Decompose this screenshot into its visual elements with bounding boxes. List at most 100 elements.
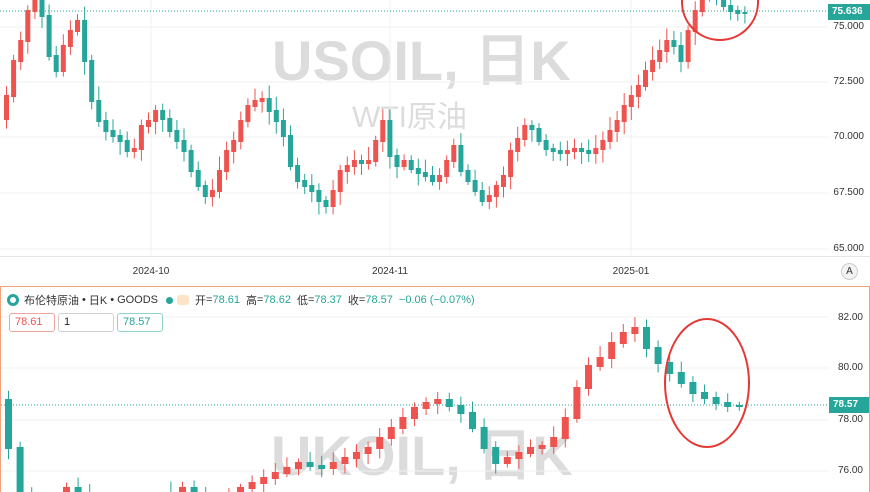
up-candle	[67, 30, 73, 47]
up-candle	[373, 140, 379, 162]
down-candle	[181, 140, 187, 152]
down-candle	[408, 160, 414, 170]
up-candle	[614, 120, 620, 132]
low-value: 78.37	[314, 294, 342, 306]
down-candle	[82, 20, 88, 62]
up-candle	[501, 175, 506, 187]
trade-panel[interactable]: 78.61 1 78.57	[9, 313, 163, 332]
up-candle	[585, 365, 592, 389]
down-candle	[457, 405, 465, 414]
up-candle	[515, 452, 523, 459]
up-candle	[621, 105, 627, 122]
usoil-candlestick-chart[interactable]	[0, 0, 870, 284]
up-candle	[32, 0, 38, 12]
up-candle	[699, 0, 705, 12]
up-candle	[664, 40, 670, 52]
up-candle	[608, 342, 616, 359]
up-candle	[411, 407, 418, 419]
down-candle	[472, 180, 478, 192]
time-tick: 2024-11	[372, 266, 408, 277]
down-candle	[273, 110, 279, 122]
down-candle	[735, 405, 743, 407]
last-price-tag: 78.57	[829, 397, 869, 413]
quantity-input[interactable]: 1	[58, 313, 114, 332]
down-candle	[529, 125, 535, 130]
up-candle	[179, 487, 186, 492]
time-tick: 2024-10	[132, 266, 170, 277]
down-candle	[280, 120, 286, 137]
down-candle	[124, 140, 130, 152]
down-candle	[422, 172, 428, 177]
up-candle	[561, 417, 569, 439]
down-candle	[724, 402, 732, 407]
symbol-legend[interactable]: 布伦特原油 • 日K • GOODS 开 = 78.61 高 = 78.62 低 = 78.…	[7, 291, 475, 309]
down-candle	[586, 150, 592, 154]
down-candle	[445, 399, 453, 407]
down-candle	[5, 399, 12, 449]
down-candle	[742, 12, 748, 14]
auto-scale-button[interactable]: A	[841, 263, 858, 280]
down-candle	[469, 412, 476, 429]
buy-button[interactable]: 78.57	[117, 313, 163, 332]
up-candle	[643, 70, 648, 87]
symbol-name[interactable]: 布伦特原油	[24, 295, 79, 307]
up-candle	[692, 10, 698, 32]
up-candle	[522, 125, 528, 140]
down-candle	[735, 10, 741, 14]
down-candle	[318, 465, 326, 469]
down-candle	[53, 55, 59, 72]
down-candle	[174, 130, 180, 142]
up-candle	[401, 160, 407, 167]
down-candle	[465, 170, 471, 182]
down-candle	[492, 447, 500, 464]
up-candle	[75, 20, 80, 32]
up-candle	[515, 138, 521, 152]
down-candle	[550, 148, 556, 152]
legend-separator: •	[110, 294, 115, 306]
up-candle	[146, 120, 151, 127]
ukoil-chart-pane[interactable]: UKOIL, 日K 布伦特原油 • 日K • GOODS 开 = 78.61 高 = 7…	[0, 286, 870, 492]
up-candle	[437, 175, 443, 182]
up-candle	[353, 452, 360, 459]
up-candle	[572, 148, 577, 152]
up-candle	[366, 160, 372, 164]
up-candle	[259, 98, 265, 102]
up-candle	[399, 417, 407, 429]
down-candle	[309, 185, 315, 192]
down-candle	[712, 397, 720, 404]
down-candle	[415, 168, 421, 174]
up-candle	[25, 10, 31, 42]
up-candle	[527, 447, 534, 454]
down-candle	[306, 462, 314, 467]
down-candle	[480, 427, 488, 449]
up-candle	[252, 100, 258, 107]
up-candle	[573, 387, 581, 419]
down-candle	[167, 118, 173, 132]
down-candle	[721, 0, 727, 7]
up-candle	[538, 445, 546, 449]
up-candle	[231, 140, 237, 152]
down-candle	[430, 175, 435, 182]
up-candle	[635, 85, 641, 97]
last-price-tag: 75.636	[828, 4, 870, 20]
close-value: 78.57	[365, 294, 393, 306]
down-candle	[458, 145, 464, 172]
down-candle	[579, 148, 585, 152]
usoil-chart-pane[interactable]: USOIL, 日K WTI原油 75.000 72.500 70.000 67.…	[0, 0, 870, 284]
down-candle	[202, 185, 208, 197]
time-tick: 2025-01	[612, 266, 650, 277]
time-axis[interactable]: 2024-10 2024-11 2025-01	[0, 256, 870, 284]
up-candle	[238, 120, 244, 142]
ukoil-candlestick-chart[interactable]	[1, 287, 870, 492]
up-candle	[337, 170, 343, 192]
up-candle	[376, 437, 384, 449]
sell-button[interactable]: 78.61	[9, 313, 55, 332]
down-candle	[394, 155, 400, 167]
down-candle	[666, 362, 674, 374]
interval-label[interactable]: 日K	[88, 295, 108, 307]
up-candle	[387, 427, 395, 439]
down-candle	[96, 100, 102, 122]
up-candle	[153, 110, 159, 122]
down-candle	[323, 200, 329, 207]
high-label: 高	[245, 295, 257, 307]
